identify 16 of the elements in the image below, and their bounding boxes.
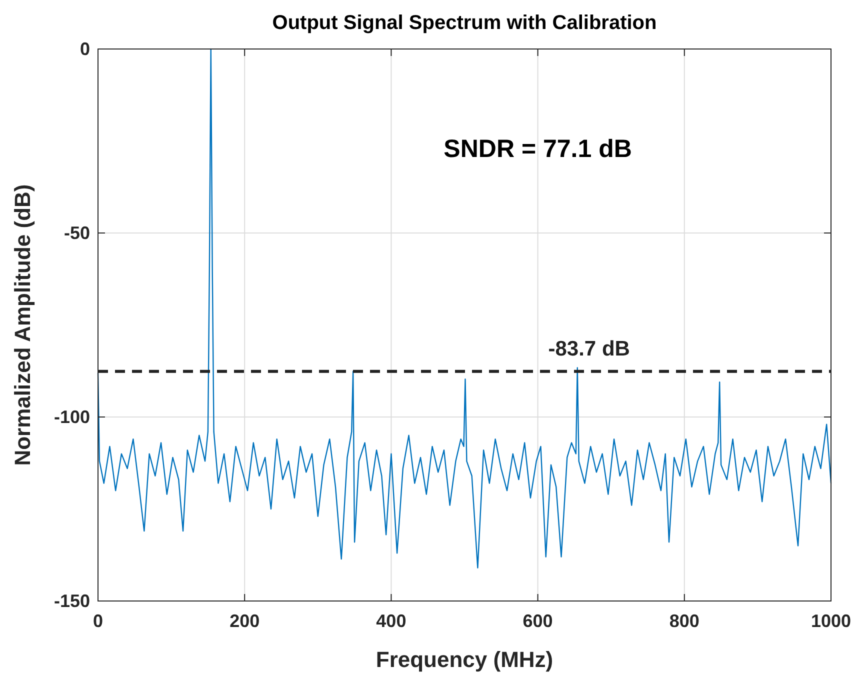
y-tick-label: 0 <box>80 39 90 59</box>
x-tick-label: 600 <box>522 611 553 631</box>
y-axis-title: Normalized Amplitude (dB) <box>10 184 35 466</box>
annotation: SNDR = 77.1 dB <box>444 135 632 163</box>
x-tick-label: 400 <box>376 611 406 631</box>
y-tick-label: -100 <box>54 407 90 427</box>
x-axis-title: Frequency (MHz) <box>376 647 554 672</box>
x-tick-label: 1000 <box>810 611 852 631</box>
chart-title: Output Signal Spectrum with Calibration <box>272 12 657 34</box>
x-tick-label: 0 <box>92 611 104 631</box>
y-tick-label: -150 <box>54 591 90 611</box>
line-series <box>97 48 832 568</box>
x-tick-label: 800 <box>669 611 700 631</box>
ref-line-label: -83.7 dB <box>548 337 630 360</box>
x-tick-label: 200 <box>230 611 260 631</box>
y-tick-label: -50 <box>64 223 90 243</box>
